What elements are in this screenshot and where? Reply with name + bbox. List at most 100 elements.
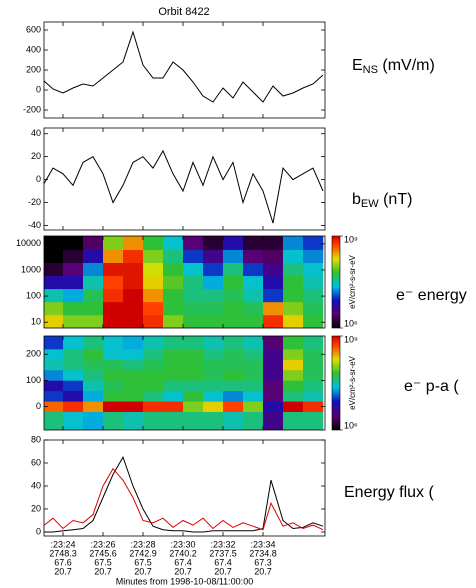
colorbar bbox=[331, 235, 341, 329]
heat-cell bbox=[223, 336, 244, 350]
orbit-value: 67.5 bbox=[134, 557, 152, 567]
heat-cell bbox=[263, 390, 284, 402]
line-series bbox=[44, 456, 324, 533]
heat-cell bbox=[223, 236, 244, 250]
heat-cell bbox=[263, 249, 284, 263]
heat-cell bbox=[123, 369, 144, 381]
heat-cell bbox=[283, 236, 304, 250]
panel: -40 -20 0 20 40 bEW (nT) bbox=[28, 127, 413, 231]
y-tick-label: 0 bbox=[36, 174, 41, 184]
heat-cell bbox=[303, 288, 324, 303]
heat-cell bbox=[103, 390, 124, 402]
heat-cell bbox=[303, 390, 324, 402]
heat-cell bbox=[163, 390, 184, 402]
colorbar-label: eV/cm²-s-sr-eV bbox=[348, 355, 357, 409]
heat-cell bbox=[183, 359, 204, 371]
heat-cell bbox=[303, 359, 324, 371]
heat-cell bbox=[143, 262, 164, 277]
plot-area bbox=[44, 149, 324, 224]
heat-cell bbox=[143, 288, 164, 303]
heat-cell bbox=[203, 349, 224, 360]
heat-cell bbox=[143, 249, 164, 263]
heat-cell bbox=[303, 262, 324, 277]
orbit-value: 67.5 bbox=[94, 557, 112, 567]
heat-cell bbox=[83, 390, 104, 402]
heat-cell bbox=[183, 349, 204, 360]
heat-cell bbox=[243, 336, 264, 350]
heat-cell bbox=[63, 359, 84, 371]
y-tick-label: -40 bbox=[28, 220, 41, 230]
heat-cell bbox=[103, 336, 124, 350]
heat-cell bbox=[243, 249, 264, 263]
heat-cell bbox=[223, 349, 244, 360]
heat-cell bbox=[143, 401, 164, 413]
heat-cell bbox=[123, 249, 144, 263]
heat-cell bbox=[183, 390, 204, 402]
heat-cell bbox=[203, 236, 224, 250]
side-label-sub: NS bbox=[363, 64, 378, 76]
heat-cell bbox=[183, 369, 204, 381]
orbit-value: 20.7 bbox=[214, 566, 232, 576]
side-label: e⁻ p-a ( bbox=[404, 378, 459, 395]
orbit-value: 2745.6 bbox=[89, 548, 117, 558]
heat-cell bbox=[283, 301, 304, 316]
heat-cell bbox=[44, 390, 64, 402]
y-tick-label: 100 bbox=[26, 375, 41, 385]
heat-cell bbox=[263, 288, 284, 303]
heat-cell bbox=[44, 249, 64, 263]
side-label-sub: EW bbox=[361, 198, 379, 210]
side-label-rest: (nT) bbox=[379, 191, 413, 208]
heat-cell bbox=[283, 288, 304, 303]
heat-cell bbox=[303, 249, 324, 263]
heat-cell bbox=[283, 401, 304, 413]
heat-cell bbox=[44, 288, 64, 303]
heat-cell bbox=[223, 314, 244, 328]
orbit-value: 67.3 bbox=[254, 557, 272, 567]
orbit-value: 20.7 bbox=[174, 566, 192, 576]
orbit-value: 20.7 bbox=[94, 566, 112, 576]
colorbar-label: eV/cm²-s-sr-eV bbox=[348, 254, 357, 308]
orbit-value: 20.7 bbox=[54, 566, 72, 576]
colorbar-tick-label: 10⁶ bbox=[344, 318, 358, 328]
heat-cell bbox=[263, 369, 284, 381]
y-tick-label: 400 bbox=[26, 44, 41, 54]
x-tick-label: :23:34 bbox=[250, 539, 275, 549]
heat-cell bbox=[263, 349, 284, 360]
heat-cell bbox=[303, 369, 324, 381]
heat-cell bbox=[44, 411, 64, 430]
heat-cell bbox=[243, 314, 264, 328]
heat-cell bbox=[203, 336, 224, 350]
heat-cell bbox=[83, 401, 104, 413]
side-label: ENS (mV/m) bbox=[352, 57, 435, 76]
heat-cell bbox=[103, 411, 124, 430]
panel-frame bbox=[43, 335, 326, 431]
heat-cell bbox=[263, 301, 284, 316]
line-series bbox=[44, 149, 324, 224]
heat-cell bbox=[203, 369, 224, 381]
heat-cell bbox=[303, 314, 324, 328]
heat-cell bbox=[123, 314, 144, 328]
heat-cell bbox=[283, 411, 304, 430]
heat-cell bbox=[203, 390, 224, 402]
heat-cell bbox=[163, 236, 184, 250]
y-tick-label: 60 bbox=[31, 457, 41, 467]
heat-cell bbox=[44, 349, 64, 360]
x-tick-label: :23:32 bbox=[210, 539, 235, 549]
heat-cell bbox=[63, 349, 84, 360]
heat-cell bbox=[223, 390, 244, 402]
heat-cell bbox=[123, 380, 144, 392]
y-tick-label: 40 bbox=[31, 480, 41, 490]
y-tick-label: 40 bbox=[31, 128, 41, 138]
heat-cell bbox=[143, 359, 164, 371]
heat-cell bbox=[103, 236, 124, 250]
heat-cell bbox=[223, 401, 244, 413]
heat-cell bbox=[263, 411, 284, 430]
colorbar bbox=[331, 335, 341, 431]
heat-cell bbox=[163, 369, 184, 381]
y-tick-label: -200 bbox=[23, 104, 41, 114]
heat-cell bbox=[243, 236, 264, 250]
orbit-value: 2748.3 bbox=[49, 548, 77, 558]
orbit-value: 20.7 bbox=[254, 566, 272, 576]
heat-cell bbox=[223, 380, 244, 392]
heat-cell bbox=[44, 359, 64, 371]
